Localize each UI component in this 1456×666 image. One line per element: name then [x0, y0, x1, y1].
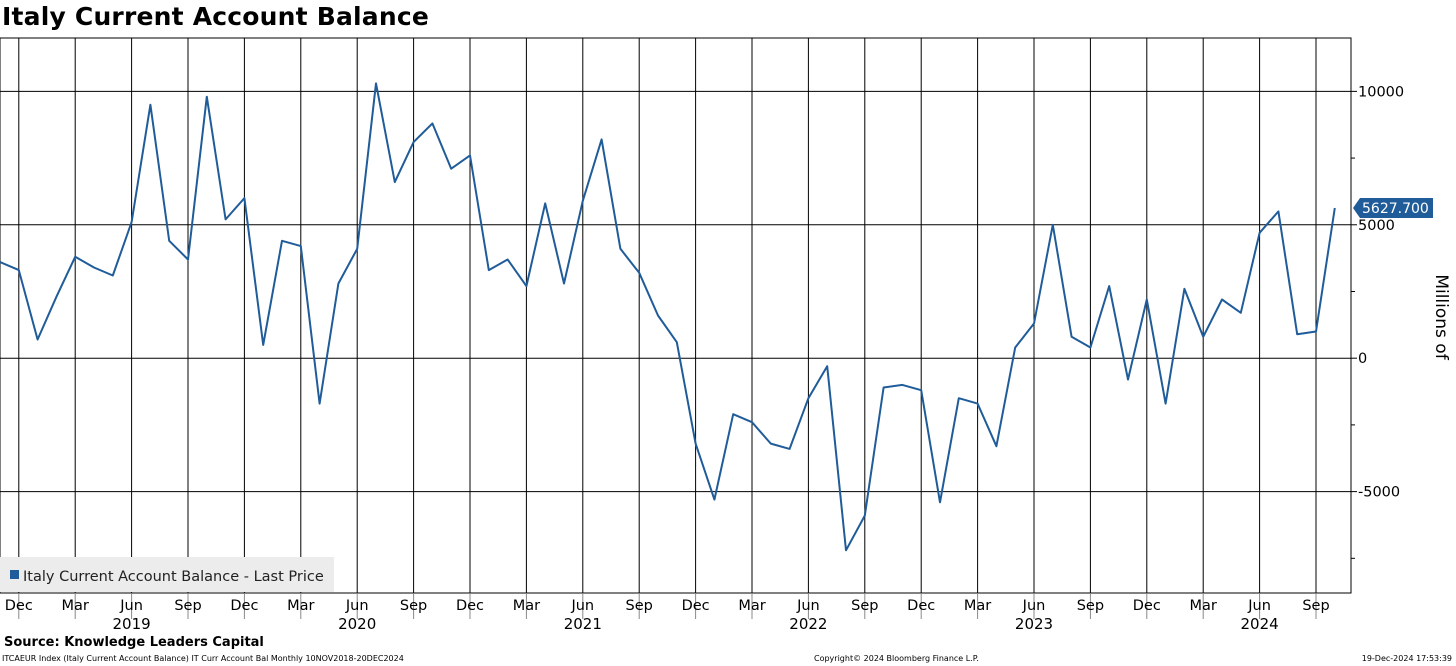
x-tick-label: Mar [287, 598, 314, 614]
y-axis: -5000 0 5000 10000 [1351, 84, 1404, 559]
x-tick-label: Dec [1133, 598, 1161, 614]
x-tick-label: Dec [907, 598, 935, 614]
y-axis-label: Millions of [1431, 274, 1451, 360]
source-note: Source: Knowledge Leaders Capital [4, 635, 264, 650]
year-label: 2021 [564, 615, 602, 633]
legend-background [0, 557, 334, 592]
x-tick-label: Sep [851, 598, 878, 614]
plot-frame [0, 37, 1352, 594]
y-tick-label: -5000 [1358, 485, 1400, 501]
x-tick-label: Sep [400, 598, 427, 614]
x-tick-label: Sep [174, 598, 201, 614]
y-tick-label: 5000 [1358, 218, 1395, 234]
x-tick-label: Sep [1077, 598, 1104, 614]
legend: Italy Current Account Balance - Last Pri… [0, 557, 334, 592]
series-line [0, 82, 1336, 552]
year-label: 2020 [338, 615, 376, 633]
copyright-note: Copyright© 2024 Bloomberg Finance L.P. [814, 654, 979, 663]
x-tick-label: Mar [964, 598, 991, 614]
x-tick-label: Mar [1190, 598, 1217, 614]
last-value-label: 5627.700 [1362, 201, 1429, 217]
x-tick-label: Sep [626, 598, 653, 614]
y-tick-label: 0 [1358, 351, 1367, 367]
x-tick-label: Dec [5, 598, 33, 614]
ticker-info: ITCAEUR Index (Italy Current Account Bal… [2, 654, 404, 663]
horizontal-gridlines [0, 90, 1351, 493]
x-tick-label: Jun [119, 598, 143, 614]
legend-swatch [10, 570, 19, 579]
legend-label: Italy Current Account Balance - Last Pri… [23, 569, 324, 585]
x-tick-label: Sep [1302, 598, 1329, 614]
last-value-tag [1353, 198, 1433, 219]
x-tick-label: Mar [738, 598, 765, 614]
x-tick-label: Jun [796, 598, 820, 614]
year-label: 2019 [113, 615, 151, 633]
x-tick-label: Jun [570, 598, 594, 614]
x-tick-label: Jun [1022, 598, 1046, 614]
timestamp: 19-Dec-2024 17:53:39 [1361, 654, 1452, 663]
vertical-gridlines [18, 38, 1317, 593]
year-label: 2023 [1015, 615, 1053, 633]
x-tick-label: Dec [456, 598, 484, 614]
x-tick-label: Mar [513, 598, 540, 614]
x-tick-label: Jun [1247, 598, 1271, 614]
year-label: 2022 [789, 615, 827, 633]
x-tick-label: Mar [62, 598, 89, 614]
x-axis: Dec Mar Jun Sep Dec Mar Jun Sep Dec Mar Jun Sep Dec M… [5, 593, 1330, 633]
x-tick-label: Dec [682, 598, 710, 614]
x-tick-label: Dec [230, 598, 258, 614]
chart-title: Italy Current Account Balance [2, 2, 430, 31]
x-tick-label: Jun [345, 598, 369, 614]
last-value-marker: 5627.700 [1353, 198, 1433, 219]
y-tick-label: 10000 [1358, 84, 1404, 100]
year-label: 2024 [1241, 615, 1279, 633]
